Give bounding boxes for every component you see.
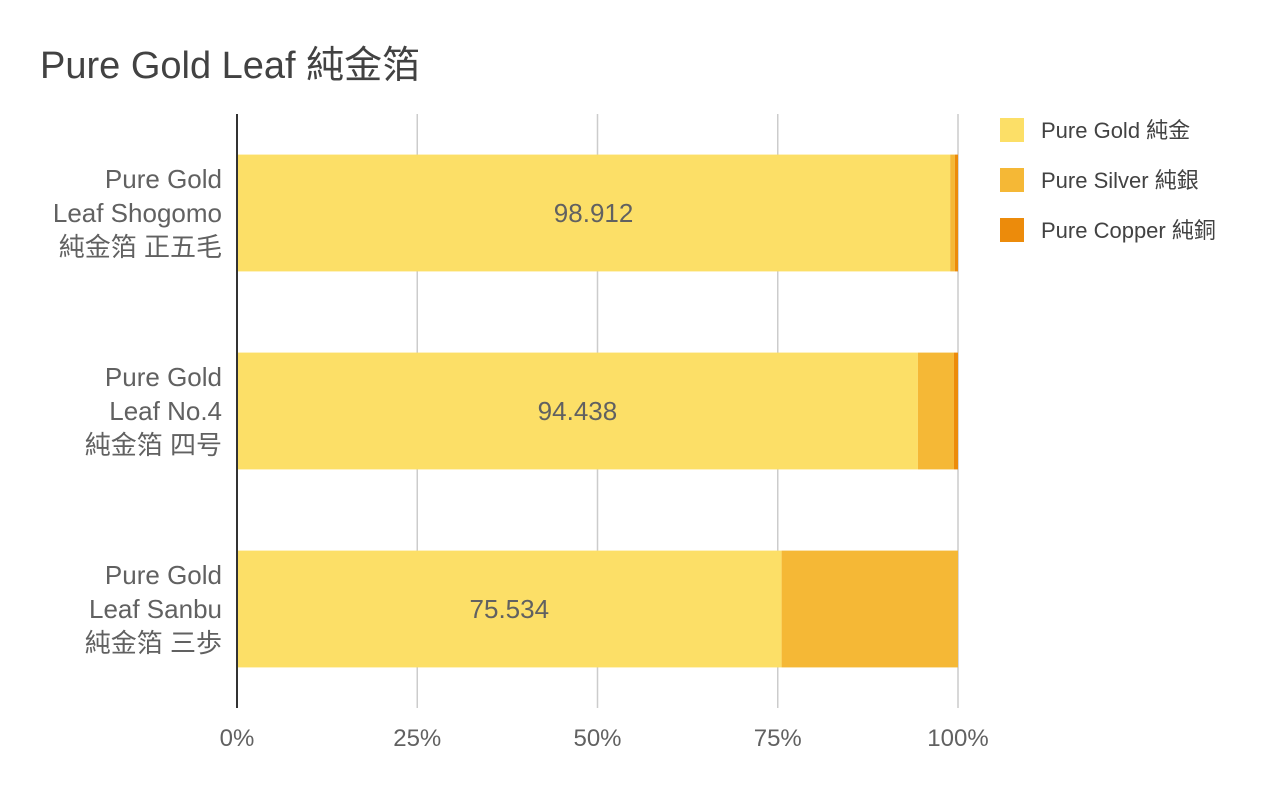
bars [237,154,958,668]
category-label: Pure Gold Leaf Sanbu 純金箔 三歩 [85,560,222,658]
x-tick-label: 100% [927,725,988,752]
bar-segment [954,154,958,272]
legend-swatch [1000,168,1024,192]
legend-label: Pure Copper 純銅 [1041,218,1216,243]
x-axis-tick-labels: 0% 25% 50% 75% 100% [220,725,989,752]
data-label: 98.912 [554,198,634,228]
x-tick-label: 50% [573,725,621,752]
bar-segment [237,550,782,668]
bar-segment [781,550,958,668]
category-labels: Pure Gold Leaf Shogomo 純金箔 正五毛 Pure Gold Lea… [53,164,222,658]
bar-segment [917,352,954,470]
chart-title: Pure Gold Leaf 純金箔 [40,45,420,87]
x-tick-label: 0% [220,725,255,752]
data-labels: 98.912 94.438 75.534 [470,198,634,624]
legend-label: Pure Silver 純銀 [1041,168,1199,193]
data-label: 75.534 [470,594,550,624]
legend-label: Pure Gold 純金 [1041,118,1190,143]
legend: Pure Gold 純金 Pure Silver 純銀 Pure Copper 純銅 [1000,118,1216,243]
bar-segment [950,154,955,272]
x-tick-label: 75% [754,725,802,752]
x-tick-label: 25% [393,725,441,752]
bar-segment [953,352,958,470]
category-label: Pure Gold Leaf Shogomo 純金箔 正五毛 [53,164,222,262]
category-label: Pure Gold Leaf No.4 純金箔 四号 [85,362,222,460]
legend-swatch [1000,118,1024,142]
bar-segment [237,352,918,470]
legend-swatch [1000,218,1024,242]
bar-segment [237,154,951,272]
data-label: 94.438 [538,396,618,426]
